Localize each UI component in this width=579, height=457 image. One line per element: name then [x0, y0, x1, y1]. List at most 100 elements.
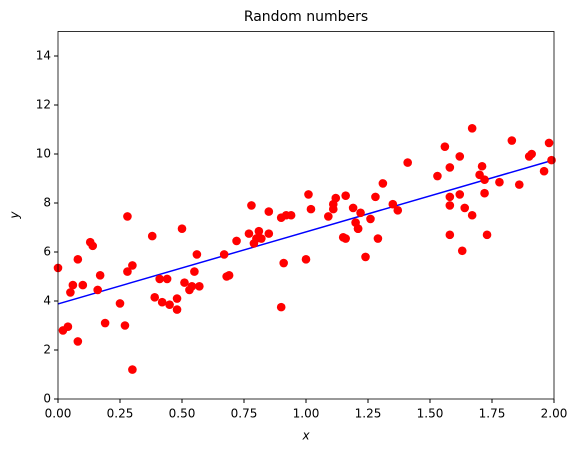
point: [341, 191, 350, 200]
point: [123, 212, 132, 221]
point: [445, 201, 455, 210]
x-tick-label: 0.25: [107, 407, 134, 421]
point: [455, 152, 465, 161]
point: [224, 270, 234, 280]
plot-frame: [57, 31, 555, 400]
point: [120, 321, 130, 330]
chart-title: Random numbers: [244, 9, 368, 25]
point: [457, 246, 467, 256]
point: [257, 234, 266, 243]
point: [440, 142, 450, 151]
point: [445, 163, 455, 172]
point: [403, 158, 412, 167]
point: [264, 229, 274, 238]
point: [544, 138, 554, 148]
point: [328, 204, 338, 214]
point: [155, 274, 164, 284]
point: [495, 177, 504, 187]
y-tick-label: 0: [43, 392, 51, 406]
point: [195, 282, 204, 291]
point: [301, 255, 311, 264]
x-tick-label: 0.50: [169, 407, 196, 421]
point: [123, 267, 132, 276]
x-tick-label: 0.00: [45, 407, 72, 421]
point: [147, 231, 157, 241]
point: [514, 180, 524, 189]
y-tick-label: 4: [43, 294, 51, 308]
point: [331, 193, 341, 203]
point: [219, 250, 229, 259]
point: [527, 149, 536, 159]
point: [356, 208, 365, 218]
point: [172, 294, 182, 303]
point: [378, 179, 388, 188]
y-tick-label: 2: [43, 343, 51, 357]
point: [507, 136, 517, 145]
point: [115, 299, 125, 308]
point: [286, 210, 296, 220]
point: [455, 190, 465, 199]
point: [353, 224, 363, 234]
point: [366, 214, 375, 224]
point: [304, 190, 313, 199]
x-tick-label: 1.00: [293, 407, 320, 421]
point: [264, 207, 274, 216]
point: [480, 175, 489, 185]
point: [157, 297, 167, 307]
point: [63, 322, 73, 332]
point: [150, 293, 160, 302]
point: [393, 206, 403, 215]
point: [66, 288, 75, 297]
point: [190, 267, 199, 276]
x-tick-label: 1.25: [355, 407, 382, 421]
point: [254, 226, 264, 236]
y-tick-label: 6: [43, 245, 51, 259]
x-axis-label: x: [301, 429, 310, 443]
point: [247, 201, 256, 210]
y-tick-label: 12: [36, 98, 51, 112]
point: [539, 166, 549, 176]
point: [100, 318, 110, 328]
x-tick-label: 0.75: [231, 407, 258, 421]
y-tick-label: 10: [36, 147, 51, 161]
point: [433, 171, 442, 181]
point: [279, 258, 288, 268]
y-axis-label: y: [8, 211, 22, 220]
point: [482, 230, 492, 240]
point: [73, 337, 83, 346]
point: [445, 192, 455, 202]
point: [341, 234, 350, 243]
point: [244, 229, 254, 238]
point: [187, 282, 197, 291]
x-tick-label: 1.50: [417, 407, 444, 421]
point: [460, 203, 470, 213]
point: [165, 300, 174, 309]
point: [73, 255, 83, 264]
point: [192, 250, 202, 259]
point: [388, 199, 398, 209]
point: [276, 302, 286, 312]
x-tick-label: 1.75: [479, 407, 506, 421]
y-tick-label: 8: [43, 196, 51, 210]
y-tick-label: 14: [36, 49, 51, 63]
point: [371, 192, 380, 202]
point: [467, 210, 477, 220]
point: [361, 252, 370, 262]
point: [477, 161, 487, 171]
point: [172, 305, 182, 314]
fit-line: [57, 159, 555, 305]
point: [162, 274, 172, 284]
point: [180, 278, 189, 287]
point: [480, 188, 489, 198]
point: [88, 241, 98, 251]
x-tick-label: 2.00: [541, 407, 568, 421]
point: [177, 224, 187, 234]
point: [547, 155, 556, 165]
point: [348, 203, 358, 213]
point: [373, 234, 383, 243]
point: [95, 270, 105, 280]
point: [78, 280, 88, 290]
point: [128, 261, 137, 270]
point: [128, 365, 137, 374]
